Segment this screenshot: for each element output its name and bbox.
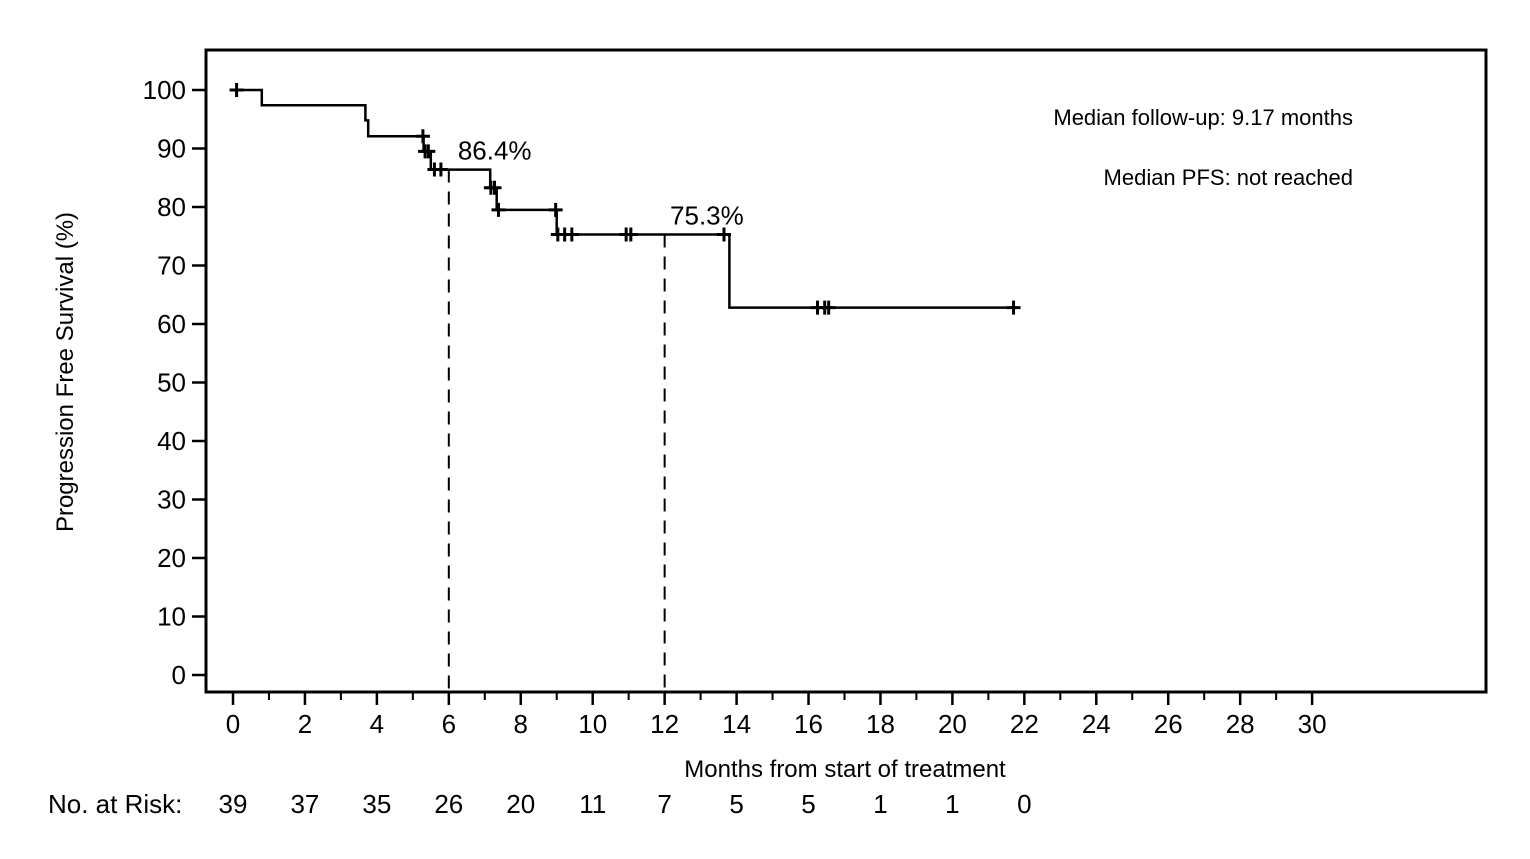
censor-mark [421,144,436,159]
x-tick-label: 16 [794,709,823,739]
y-axis-title: Progression Free Survival (%) [52,211,79,533]
y-tick-label: 90 [157,134,186,164]
x-tick-label: 26 [1154,709,1183,739]
median-followup-note: Median follow-up: 9.17 months [1053,105,1353,130]
censor-mark [623,227,638,242]
x-tick-label: 12 [650,709,679,739]
y-tick-label: 10 [157,602,186,632]
risk-table-label: No. at Risk: [48,789,183,819]
censor-mark [821,300,836,315]
x-tick-label: 14 [722,709,751,739]
censor-mark [487,180,502,195]
risk-count: 37 [290,789,320,819]
x-axis-title: Months from start of treatment [684,756,1006,783]
y-tick-label: 20 [157,543,186,573]
x-tick-label: 20 [938,709,967,739]
censor-mark [491,202,506,217]
y-tick-label: 80 [157,192,186,222]
x-tick-label: 8 [514,709,528,739]
x-tick-label: 22 [1010,709,1039,739]
y-tick-label: 100 [143,75,186,105]
risk-count: 0 [1017,789,1032,819]
risk-count: 7 [657,789,672,819]
y-tick-label: 0 [172,660,186,690]
censor-mark [229,83,244,97]
x-tick-label: 30 [1298,709,1327,739]
x-tick-label: 6 [442,709,456,739]
x-tick-label: 24 [1082,709,1111,739]
risk-count: 35 [362,789,392,819]
y-tick-label: 60 [157,309,186,339]
y-tick-label: 70 [157,251,186,281]
y-tick-label: 50 [157,368,186,398]
censor-mark [415,129,430,144]
y-tick-label: 40 [157,426,186,456]
x-tick-label: 10 [578,709,607,739]
x-tick-label: 18 [866,709,895,739]
y-tick-label: 30 [157,485,186,515]
km-curve [234,88,1017,309]
censor-mark [564,227,579,242]
x-tick-label: 0 [226,709,240,739]
x-tick-label: 28 [1226,709,1255,739]
x-tick-label: 4 [370,709,384,739]
stats-annotation-block: Median follow-up: 9.17 months Median PFS… [1053,106,1353,190]
censor-mark [1006,300,1021,315]
risk-count: 39 [218,789,248,819]
x-tick-label: 2 [298,709,312,739]
censor-mark [548,202,563,217]
risk-count: 1 [873,789,888,819]
risk-count: 26 [434,789,464,819]
median-pfs-note: Median PFS: not reached [1103,165,1353,190]
censor-mark [433,162,448,177]
risk-count: 11 [579,789,607,819]
risk-count: 1 [945,789,960,819]
risk-count: 20 [506,789,536,819]
risk-count: 5 [729,789,744,819]
risk-count: 5 [801,789,816,819]
censor-mark [716,227,731,242]
survival-rate-label: 86.4% [458,136,532,166]
plot-frame [204,48,1488,694]
survival-rate-label: 75.3% [670,200,744,230]
